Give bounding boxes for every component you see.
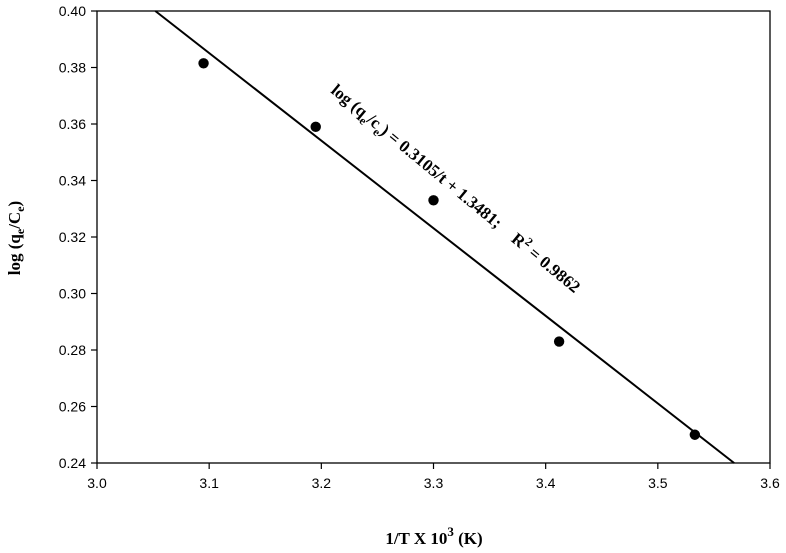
y-tick-label: 0.24: [59, 455, 86, 471]
x-axis-title-suffix: (K): [454, 529, 483, 548]
axes: [96, 10, 771, 464]
x-axis-title-prefix: 1/T X 10: [385, 529, 447, 548]
x-tick-label: 3.3: [424, 475, 444, 491]
y-ticks: 0.24 0.26 0.28 0.30 0.32 0.34 0.36 0.38 0.40: [59, 3, 97, 471]
y-tick-label: 0.30: [59, 286, 86, 302]
data-point: [553, 336, 565, 347]
x-tick-label: 3.4: [536, 475, 556, 491]
y-tick-label: 0.26: [59, 399, 86, 415]
y-axis-title-prefix: log (q: [5, 234, 24, 276]
plot-frame: [96, 10, 771, 464]
data-point: [689, 429, 701, 440]
y-tick-label: 0.28: [59, 342, 86, 358]
x-tick-label: 3.1: [199, 475, 219, 491]
y-tick-label: 0.34: [59, 173, 86, 189]
y-tick-label: 0.38: [59, 60, 86, 76]
x-ticks: 3.0 3.1 3.2 3.3 3.4 3.5 3.6: [87, 463, 780, 491]
y-tick-label: 0.32: [59, 229, 86, 245]
y-axis-title-sub1: e: [13, 228, 27, 234]
y-axis-title-mid: /C: [5, 212, 24, 230]
r-squared-value: = 0.9862: [522, 241, 584, 297]
data-point: [428, 195, 439, 206]
equation-annotation: log (qe/ce) = 0.3105/t + 1.3481;R2 = 0.9…: [325, 78, 586, 300]
fit-line-group: [154, 10, 735, 464]
x-tick-label: 3.5: [648, 475, 668, 491]
y-tick-label: 0.36: [59, 116, 86, 132]
x-tick-label: 3.2: [312, 475, 332, 491]
y-axis-title-sub2: e: [13, 206, 27, 212]
y-tick-label: 0.40: [59, 3, 86, 19]
y-axis-title-suffix: ): [5, 201, 24, 207]
data-point: [310, 121, 321, 133]
x-axis-title-superscript: 3: [447, 524, 454, 539]
regression-line: [154, 10, 735, 464]
x-axis-title: 1/T X 103 (K): [385, 524, 482, 548]
x-tick-label: 3.6: [760, 475, 780, 491]
x-tick-label: 3.0: [87, 475, 107, 491]
y-axis-title: log (qe/Ce): [5, 201, 27, 275]
data-point: [198, 58, 209, 69]
equation-part3: ) = 0.3105/t + 1.3481;: [377, 121, 506, 232]
data-points: [198, 58, 701, 440]
